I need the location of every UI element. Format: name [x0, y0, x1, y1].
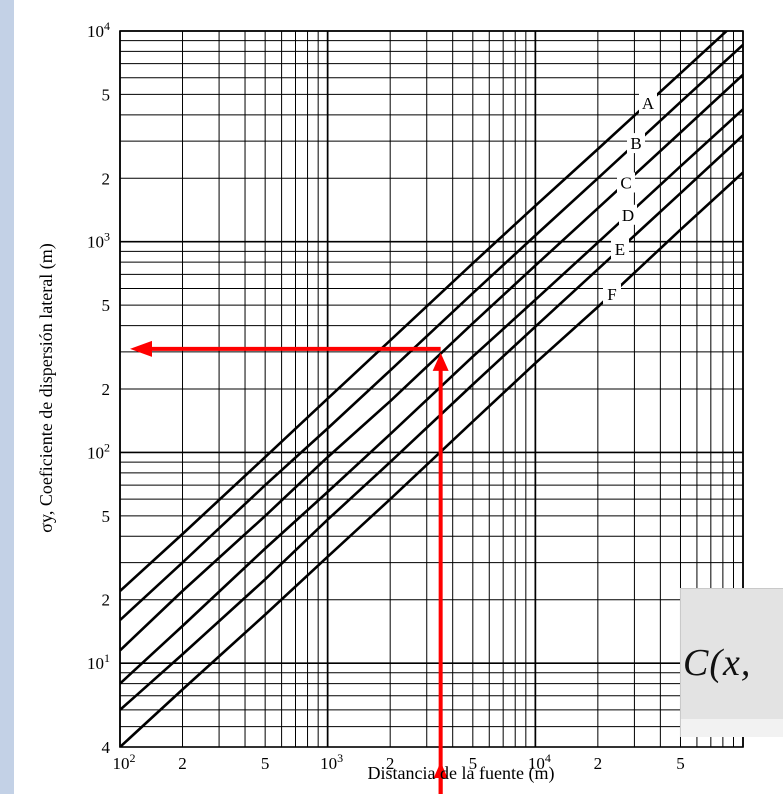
curve-label-bg — [639, 93, 657, 114]
x-tick-label: 104 — [528, 751, 551, 773]
reading-arrows — [130, 340, 449, 794]
curve-labels: A B CDE F — [603, 93, 657, 304]
vertical-arrowhead — [432, 352, 449, 371]
curve-label-bg — [627, 133, 645, 154]
x-axis-label: Distancia de la fuente (m) — [368, 763, 555, 784]
curve-B — [120, 43, 743, 622]
y-tick-label: 4 — [102, 738, 111, 757]
curve-label-bg — [603, 283, 621, 304]
curve-label-bg — [611, 238, 629, 259]
formula-overlay-panel: C(x, — [680, 588, 783, 737]
y-tick-label: 5 — [102, 296, 111, 315]
curve-label-bg — [617, 172, 635, 193]
x-tick-label: 5 — [676, 754, 685, 773]
y-axis-label: σy, Coeficiente de dispersión lateral (m… — [36, 243, 57, 532]
curve-E — [120, 134, 743, 711]
y-tick-label: 101 — [87, 651, 110, 673]
curve-label-C: C — [620, 173, 631, 192]
y-tick-label: 5 — [102, 85, 111, 104]
curve-label-B: B — [630, 134, 641, 153]
curve-F — [120, 171, 743, 747]
y-tick-label: 5 — [102, 507, 111, 526]
y-tick-label: 2 — [102, 169, 111, 188]
y-tick-label: 103 — [87, 230, 110, 252]
y-tick-label: 2 — [102, 591, 111, 610]
chart-grid — [119, 30, 744, 748]
curve-label-E: E — [615, 240, 625, 259]
x-tick-label: 2 — [178, 754, 187, 773]
slide-edge-strip — [0, 0, 14, 794]
y-tick-label: 2 — [102, 380, 111, 399]
curve-label-A: A — [642, 94, 655, 113]
curve-label-F: F — [607, 285, 616, 304]
x-tick-label: 5 — [469, 754, 478, 773]
plot-frame — [119, 30, 744, 748]
y-tick-labels: 4 101 2 5 102 2 5 103 2 5 104 — [87, 19, 111, 757]
formula-text: C(x, — [683, 642, 752, 684]
x-tick-label: 5 — [261, 754, 270, 773]
horizontal-arrowhead — [130, 340, 152, 357]
curve-label-bg — [619, 204, 637, 225]
curve-C — [120, 73, 743, 652]
x-tick-label: 2 — [594, 754, 603, 773]
x-tick-labels: 102 2 5 103 2 5 104 2 5 — [113, 751, 685, 773]
bottom-arrowhead — [433, 762, 448, 778]
curve-label-D: D — [622, 206, 634, 225]
y-tick-label: 102 — [87, 440, 110, 462]
curve-D — [120, 108, 743, 685]
overlay-bottom-band — [681, 719, 783, 737]
chart-curves — [120, 31, 743, 747]
x-tick-label: 103 — [320, 751, 343, 773]
x-tick-label: 102 — [113, 751, 136, 773]
x-tick-label: 2 — [386, 754, 395, 773]
y-tick-label: 104 — [87, 19, 110, 41]
